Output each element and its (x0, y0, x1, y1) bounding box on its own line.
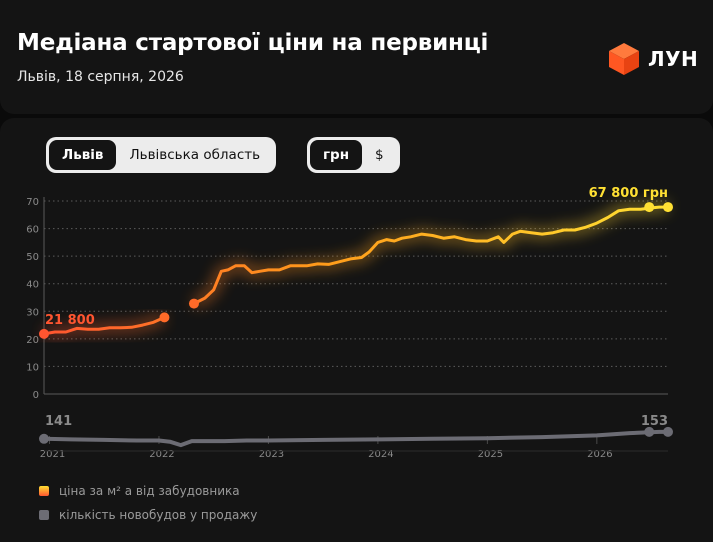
region-option-lviv[interactable]: Львів (49, 140, 117, 170)
price-legend-label: ціна за м² а від забудовника (59, 484, 240, 498)
y-tick-label: 50 (26, 252, 39, 263)
price-series (39, 202, 673, 339)
count-end-point (644, 426, 655, 437)
y-tick-label: 0 (33, 390, 39, 401)
region-option-lviv-oblast[interactable]: Львівська область (129, 147, 261, 163)
end-price-label: 67 800 грн (589, 186, 668, 201)
count-legend-swatch (39, 510, 49, 520)
count-end-point (663, 426, 673, 437)
start-price-label: 21 800 (45, 313, 95, 328)
currency-option-usd[interactable]: $ (375, 147, 384, 163)
x-tick-label: 2021 (40, 449, 65, 460)
price-line (42, 315, 166, 336)
x-tick-label: 2025 (478, 449, 503, 460)
count-start-point (39, 433, 49, 444)
x-tick-label: 2023 (259, 449, 284, 460)
currency-selector: грн $ (307, 137, 400, 173)
header: Медіана стартової ціни на первинці Львів… (0, 0, 713, 114)
end-count-label: 153 (641, 414, 668, 429)
logo-text: ЛУН (648, 47, 699, 71)
chart-legend: ціна за м² а від забудовника кількість но… (39, 484, 257, 522)
x-tick-label: 2022 (149, 449, 174, 460)
price-start-point (39, 328, 49, 339)
page-subtitle: Львів, 18 серпня, 2026 (17, 69, 184, 85)
price-gap-end-point (188, 298, 199, 309)
cube-logo-icon (609, 43, 639, 75)
price-end-point (663, 202, 673, 213)
region-selector: Львів Львівська область (46, 137, 277, 173)
y-tick-label: 70 (26, 197, 39, 208)
price-line (192, 205, 670, 306)
y-tick-label: 20 (26, 335, 39, 346)
start-count-label: 141 (45, 414, 72, 429)
currency-option-uah[interactable]: грн (310, 140, 363, 170)
page-title: Медіана стартової ціни на первинці (17, 30, 489, 56)
y-axis-ticks: 0 10 20 30 40 50 60 70 (26, 197, 39, 401)
price-legend-swatch (39, 486, 49, 496)
price-gap-start-point (159, 312, 170, 323)
y-tick-label: 40 (26, 280, 39, 291)
y-tick-label: 60 (26, 225, 39, 236)
count-line (42, 429, 670, 448)
count-legend-label: кількість новобудов у продажу (59, 508, 257, 522)
y-tick-label: 10 (26, 362, 39, 373)
lun-logo[interactable]: ЛУН (608, 42, 698, 76)
chart-annotations: 21 800 67 800 грн 141 153 (45, 186, 668, 429)
x-tick-label: 2026 (587, 449, 612, 460)
count-series (39, 426, 673, 452)
price-end-point (644, 202, 655, 213)
y-tick-label: 30 (26, 307, 39, 318)
x-tick-label: 2024 (368, 449, 393, 460)
